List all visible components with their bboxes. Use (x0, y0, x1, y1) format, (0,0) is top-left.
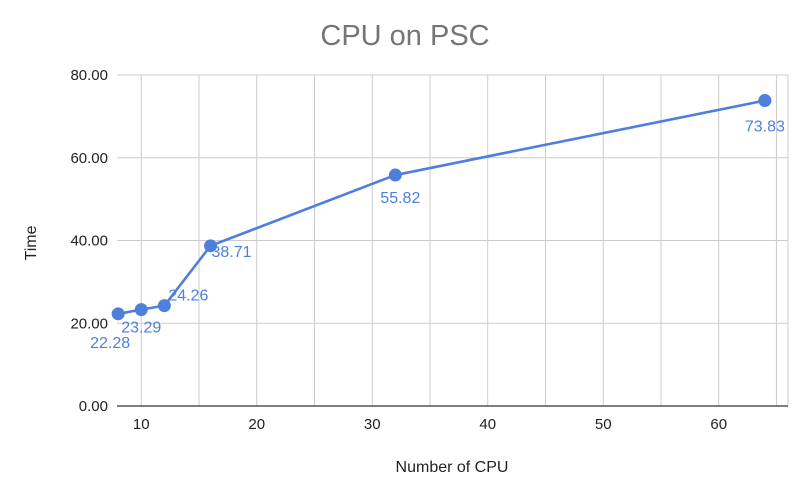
y-tick-label: 0.00 (79, 398, 108, 415)
x-tick-label: 60 (710, 416, 727, 433)
y-tick-label: 40.00 (70, 233, 108, 250)
data-point (134, 303, 148, 317)
data-label: 22.28 (90, 335, 130, 352)
x-axis-ticks: 10 20 30 40 50 60 (133, 416, 727, 433)
data-point (111, 307, 125, 321)
data-label: 24.26 (168, 288, 208, 305)
x-axis-title: Number of CPU (396, 459, 509, 476)
data-point (758, 94, 772, 108)
data-label: 55.82 (380, 190, 420, 207)
x-tick-label: 30 (364, 416, 381, 433)
y-tick-label: 80.00 (70, 67, 108, 84)
data-label: 73.83 (745, 119, 785, 136)
data-point (157, 299, 171, 313)
x-tick-label: 50 (595, 416, 612, 433)
y-tick-label: 20.00 (70, 315, 108, 332)
series (111, 94, 772, 321)
data-point (204, 239, 218, 253)
data-label: 38.71 (212, 244, 252, 261)
y-axis-title: Time (23, 225, 40, 260)
y-axis-ticks: 0.00 20.00 40.00 60.00 80.00 (70, 67, 108, 415)
data-point (388, 168, 402, 182)
series-line (117, 99, 766, 316)
chart-title: CPU on PSC (320, 20, 489, 52)
y-tick-label: 60.00 (70, 150, 108, 167)
x-tick-label: 40 (479, 416, 496, 433)
x-tick-label: 10 (133, 416, 150, 433)
gridlines (117, 74, 789, 406)
data-label: 23.29 (121, 320, 161, 337)
x-tick-label: 20 (248, 416, 265, 433)
